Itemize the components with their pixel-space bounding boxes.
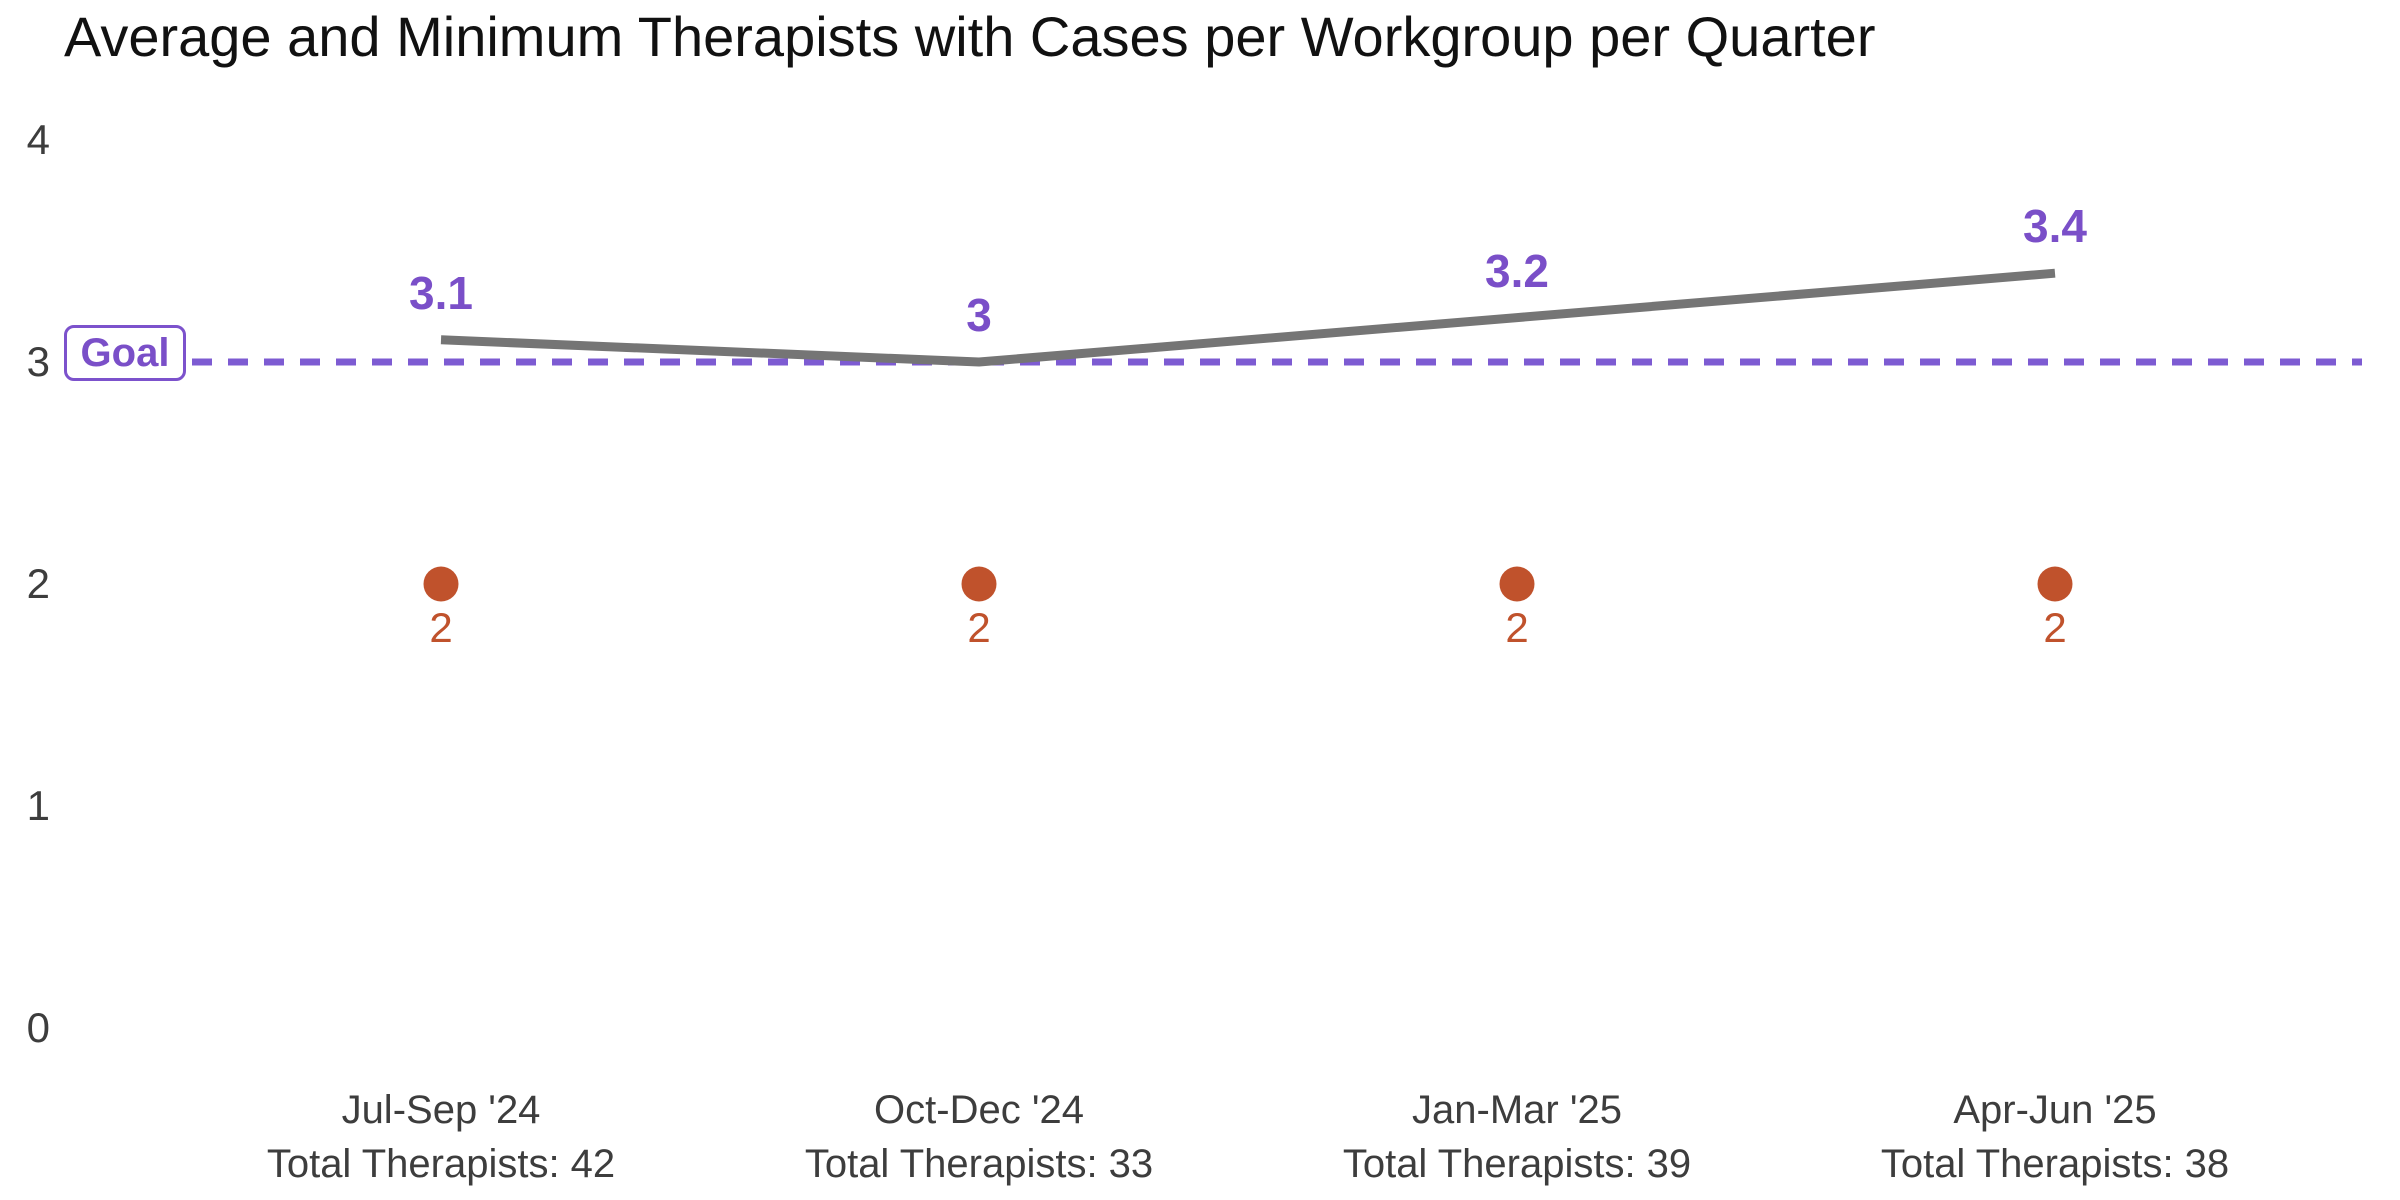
- x-axis-sublabel: Total Therapists: 38: [1880, 1142, 2230, 1186]
- chart-title: Average and Minimum Therapists with Case…: [64, 5, 1876, 68]
- minimum-point-label: 2: [2043, 604, 2067, 651]
- x-axis-label: Jul-Sep '24 Total Therapists: 42: [267, 1083, 615, 1191]
- y-axis-tick-label: 4: [26, 116, 50, 163]
- y-axis-tick-label: 0: [26, 1004, 50, 1051]
- average-point-label: 3: [966, 289, 992, 341]
- x-axis-sublabel: Total Therapists: 33: [804, 1142, 1154, 1186]
- minimum-point: [423, 566, 459, 602]
- average-point-label: 3.4: [2023, 200, 2087, 253]
- goal-label: Goal: [80, 331, 170, 375]
- average-line: [440, 268, 2056, 367]
- minimum-point-label: 2: [429, 604, 453, 651]
- x-axis-quarter-label: Jul-Sep '24: [341, 1088, 541, 1132]
- x-axis-label: Apr-Jun '25 Total Therapists: 38: [1881, 1083, 2229, 1191]
- average-point-label: 3.2: [1485, 244, 1549, 297]
- goal-annotation-box: Goal: [64, 325, 186, 381]
- average-point-label: 3.1: [409, 266, 473, 319]
- minimum-point-label: 2: [1505, 604, 1529, 651]
- minimum-point-label: 2: [967, 604, 991, 651]
- x-axis-label: Oct-Dec '24 Total Therapists: 33: [805, 1083, 1153, 1191]
- x-axis-quarter-label: Oct-Dec '24: [874, 1088, 1084, 1132]
- minimum-point: [961, 566, 997, 602]
- x-axis-quarter-label: Jan-Mar '25: [1412, 1088, 1622, 1132]
- y-axis-tick-label: 2: [26, 560, 50, 607]
- minimum-point: [2037, 566, 2073, 602]
- x-axis-sublabel: Total Therapists: 39: [1342, 1142, 1692, 1186]
- y-axis-tick-label: 1: [26, 782, 50, 829]
- x-axis-sublabel: Total Therapists: 42: [266, 1142, 616, 1186]
- minimum-point: [1499, 566, 1535, 602]
- x-axis-label: Jan-Mar '25 Total Therapists: 39: [1343, 1083, 1691, 1191]
- x-axis-quarter-label: Apr-Jun '25: [1953, 1088, 2157, 1132]
- y-axis-tick-label: 3: [26, 338, 50, 385]
